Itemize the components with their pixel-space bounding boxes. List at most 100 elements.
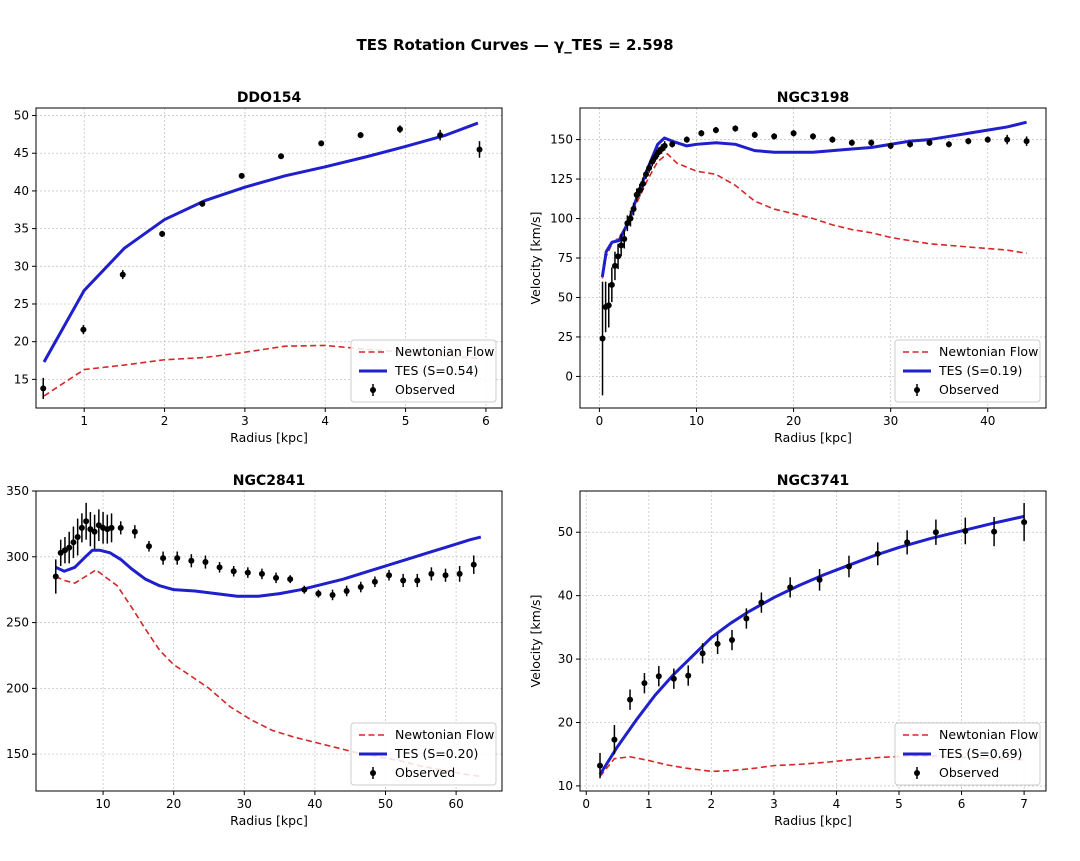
observed-point xyxy=(80,326,87,333)
y-tick-label: 350 xyxy=(6,484,29,498)
y-tick-label: 200 xyxy=(6,681,29,695)
observed-point xyxy=(641,680,648,687)
observed-point xyxy=(108,524,115,531)
y-tick-label: 0 xyxy=(565,369,573,383)
y-tick-label: 50 xyxy=(558,290,573,304)
observed-point xyxy=(357,132,364,139)
legend-marker-point xyxy=(370,770,376,776)
observed-point xyxy=(907,141,914,148)
observed-point xyxy=(400,577,407,584)
observed-point xyxy=(78,524,85,531)
series-tes-line xyxy=(42,121,479,363)
observed-point xyxy=(66,544,73,551)
y-tick-label: 75 xyxy=(558,251,573,265)
x-tick-label: 2 xyxy=(708,797,716,811)
y-tick-label: 10 xyxy=(558,779,573,793)
observed-point xyxy=(652,153,659,160)
x-tick-label: 10 xyxy=(95,797,110,811)
legend-label: TES (S=0.20) xyxy=(394,746,478,761)
observed-point xyxy=(887,142,894,149)
observed-point xyxy=(698,130,705,137)
legend-label: Observed xyxy=(939,765,999,780)
y-tick-label: 50 xyxy=(14,109,29,123)
x-tick-label: 4 xyxy=(833,797,841,811)
observed-point xyxy=(1004,136,1011,143)
observed-point xyxy=(273,574,280,581)
observed-point xyxy=(145,543,152,550)
observed-point xyxy=(315,590,322,597)
plot-data xyxy=(599,120,1030,396)
observed-point xyxy=(932,529,939,536)
y-tick-label: 15 xyxy=(14,372,29,386)
x-tick-label: 50 xyxy=(378,797,393,811)
y-tick-label: 40 xyxy=(558,589,573,603)
observed-point xyxy=(470,561,477,568)
x-tick-label: 20 xyxy=(786,414,801,428)
observed-point xyxy=(287,576,294,583)
y-tick-label: 150 xyxy=(550,133,573,147)
observed-point xyxy=(621,236,628,243)
legend-marker-point xyxy=(914,387,920,393)
x-tick-label: 2 xyxy=(161,414,169,428)
observed-point xyxy=(199,200,206,207)
x-tick-label: 1 xyxy=(80,414,88,428)
plot-data xyxy=(40,121,483,399)
observed-point xyxy=(926,139,933,146)
y-tick-label: 250 xyxy=(6,616,29,630)
observed-point xyxy=(456,570,463,577)
legend-label: Observed xyxy=(395,765,455,780)
y-tick-label: 20 xyxy=(14,335,29,349)
observed-point xyxy=(91,528,98,535)
observed-point xyxy=(816,576,823,583)
observed-point xyxy=(649,158,656,165)
chart-panel-4: 0 1 2 3 4 5 6 7 10 20 30 40 50 NGC3741 Radius [kpc] Vel… xyxy=(528,473,1047,828)
observed-point xyxy=(605,302,612,309)
observed-point xyxy=(396,126,403,133)
observed-point xyxy=(771,133,778,140)
observed-point xyxy=(119,271,126,278)
observed-point xyxy=(636,187,643,194)
observed-point xyxy=(1023,138,1030,145)
legend-label: TES (S=0.54) xyxy=(394,363,478,378)
x-tick-label: 0 xyxy=(596,414,604,428)
x-tick-label: 60 xyxy=(448,797,463,811)
legend-label: TES (S=0.19) xyxy=(938,363,1022,378)
observed-point xyxy=(371,578,378,585)
plot-frame xyxy=(35,490,503,792)
observed-point xyxy=(70,539,77,546)
x-tick-label: 0 xyxy=(582,797,590,811)
legend-box xyxy=(894,722,1041,786)
observed-point xyxy=(787,584,794,591)
legend-marker-point xyxy=(914,770,920,776)
chart-title: NGC2841 xyxy=(233,473,305,489)
x-axis-label: Radius [kpc] xyxy=(230,813,308,828)
legend-marker-point xyxy=(370,387,376,393)
observed-point xyxy=(627,696,634,703)
observed-point xyxy=(868,139,875,146)
x-tick-label: 20 xyxy=(166,797,181,811)
observed-point xyxy=(661,142,668,149)
legend: Newtonian Flow TES (S=0.69) Observed xyxy=(894,722,1041,786)
observed-point xyxy=(848,139,855,146)
observed-point xyxy=(751,131,758,138)
x-tick-label: 1 xyxy=(645,797,653,811)
observed-point xyxy=(615,253,622,260)
observed-point xyxy=(845,563,852,570)
legend-box xyxy=(350,722,497,786)
observed-point xyxy=(597,762,604,769)
plot-frame xyxy=(579,490,1047,792)
observed-point xyxy=(83,518,90,525)
observed-point xyxy=(202,559,209,566)
observed-point xyxy=(728,637,735,644)
observed-point xyxy=(945,141,952,148)
y-tick-label: 35 xyxy=(14,222,29,236)
plot-frame xyxy=(35,107,503,409)
series-tes-line xyxy=(600,120,1027,278)
observed-point xyxy=(655,673,662,680)
y-tick-label: 150 xyxy=(6,747,29,761)
legend-label: TES (S=0.69) xyxy=(938,746,1022,761)
chart-title: NGC3198 xyxy=(777,90,849,106)
observed-point xyxy=(790,130,797,137)
x-axis-label: Radius [kpc] xyxy=(774,813,852,828)
